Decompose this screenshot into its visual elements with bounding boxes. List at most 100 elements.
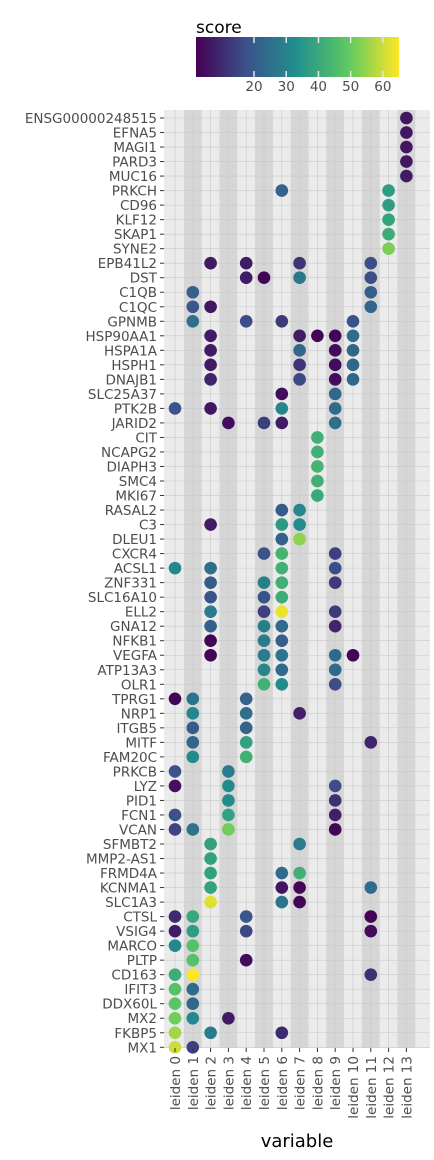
data-point bbox=[239, 692, 253, 706]
y-tick-label: HSPA1A bbox=[104, 343, 158, 359]
y-tick-label: MMP2-AS1 bbox=[86, 852, 157, 868]
data-point bbox=[328, 547, 342, 560]
y-tick-label: PID1 bbox=[126, 793, 157, 809]
data-point bbox=[168, 1040, 182, 1054]
data-point bbox=[186, 982, 200, 996]
y-tick-label: ZNF331 bbox=[104, 576, 157, 592]
y-tick-label: C1QC bbox=[119, 300, 157, 316]
data-point bbox=[239, 271, 253, 285]
data-point bbox=[168, 692, 182, 706]
data-point bbox=[168, 561, 182, 575]
data-point bbox=[168, 808, 182, 822]
data-point bbox=[293, 256, 306, 270]
x-tick-label: leiden 4 bbox=[239, 1056, 255, 1110]
data-point bbox=[204, 300, 217, 314]
data-point bbox=[204, 895, 217, 909]
data-point bbox=[293, 271, 306, 285]
data-point bbox=[168, 910, 182, 923]
data-point bbox=[204, 329, 217, 343]
y-tick-label: FKBP5 bbox=[114, 1026, 157, 1042]
data-point bbox=[204, 590, 217, 604]
data-point bbox=[364, 736, 378, 749]
data-point bbox=[275, 663, 289, 677]
data-point bbox=[204, 344, 217, 357]
data-point bbox=[328, 779, 342, 793]
y-tick-label: NCAPG2 bbox=[101, 445, 157, 461]
legend-tick-label: 30 bbox=[278, 79, 295, 95]
data-point bbox=[364, 300, 378, 314]
y-tick-label: NRP1 bbox=[121, 706, 157, 722]
data-point bbox=[275, 866, 289, 880]
data-point bbox=[257, 648, 271, 662]
data-point bbox=[168, 1011, 182, 1025]
legend-tick-label: 20 bbox=[245, 79, 262, 95]
data-point bbox=[204, 518, 217, 531]
data-point bbox=[257, 416, 271, 430]
data-point bbox=[346, 314, 360, 328]
x-tick-label: leiden 7 bbox=[293, 1056, 309, 1110]
x-tick-label: leiden 10 bbox=[346, 1056, 362, 1119]
y-tick-label: MX2 bbox=[128, 1011, 158, 1027]
data-point bbox=[239, 924, 253, 938]
data-point bbox=[257, 271, 271, 285]
y-tick-label: KCNMA1 bbox=[100, 881, 157, 897]
y-tick-label: GPNMB bbox=[107, 314, 157, 330]
data-point bbox=[346, 329, 360, 343]
data-point bbox=[364, 271, 378, 285]
data-point bbox=[204, 358, 217, 372]
data-point bbox=[257, 663, 271, 677]
data-point bbox=[328, 329, 342, 343]
data-point bbox=[186, 300, 200, 314]
data-point bbox=[275, 532, 289, 546]
data-point bbox=[364, 881, 378, 894]
data-point bbox=[186, 736, 200, 749]
legend-tick-label: 60 bbox=[374, 79, 391, 95]
data-point bbox=[400, 111, 413, 125]
data-point bbox=[186, 1040, 200, 1054]
x-axis-title: variable bbox=[261, 1131, 334, 1152]
data-point bbox=[168, 1026, 182, 1040]
data-point bbox=[186, 1011, 200, 1025]
y-tick-label: MARCO bbox=[107, 939, 157, 955]
data-point bbox=[275, 648, 289, 662]
data-point bbox=[382, 227, 395, 241]
data-point bbox=[204, 619, 217, 633]
y-tick-label: PTK2B bbox=[114, 401, 157, 417]
y-tick-label: OLR1 bbox=[121, 677, 157, 693]
y-tick-label: C3 bbox=[139, 518, 157, 534]
y-tick-label: FRMD4A bbox=[100, 866, 158, 882]
data-point bbox=[311, 445, 324, 459]
x-tick-label: leiden 6 bbox=[275, 1056, 291, 1110]
data-point bbox=[328, 344, 342, 357]
y-tick-label: MAGI1 bbox=[113, 140, 157, 156]
data-point bbox=[328, 605, 342, 618]
data-point bbox=[186, 924, 200, 938]
data-point bbox=[328, 358, 342, 372]
y-tick-label: SKAP1 bbox=[114, 227, 157, 243]
y-tick-label: GNA12 bbox=[110, 619, 157, 635]
data-point bbox=[204, 256, 217, 270]
data-point bbox=[275, 314, 289, 328]
y-tick-label: CD163 bbox=[111, 968, 157, 984]
data-point bbox=[275, 402, 289, 415]
x-tick-label: leiden 12 bbox=[382, 1056, 398, 1119]
y-axis-labels: ENSG00000248515EFNA5MAGI1PARD3MUC16PRKCH… bbox=[25, 111, 164, 1056]
data-point bbox=[328, 648, 342, 662]
data-point bbox=[204, 605, 217, 618]
data-point bbox=[382, 184, 395, 197]
data-point bbox=[204, 1026, 217, 1040]
legend: score 20 30 40 50 60 bbox=[196, 18, 399, 95]
legend-tick-label: 40 bbox=[310, 79, 327, 95]
data-point bbox=[222, 416, 235, 430]
y-tick-label: DLEU1 bbox=[112, 532, 157, 548]
data-point bbox=[400, 126, 413, 139]
data-point bbox=[275, 387, 289, 401]
y-tick-label: SMC4 bbox=[119, 474, 157, 490]
data-point bbox=[257, 677, 271, 691]
data-point bbox=[168, 939, 182, 952]
y-tick-label: MX1 bbox=[128, 1040, 158, 1056]
data-point bbox=[311, 489, 324, 502]
y-tick-label: CIT bbox=[135, 430, 157, 446]
y-tick-label: PARD3 bbox=[112, 155, 157, 171]
data-point bbox=[257, 590, 271, 604]
